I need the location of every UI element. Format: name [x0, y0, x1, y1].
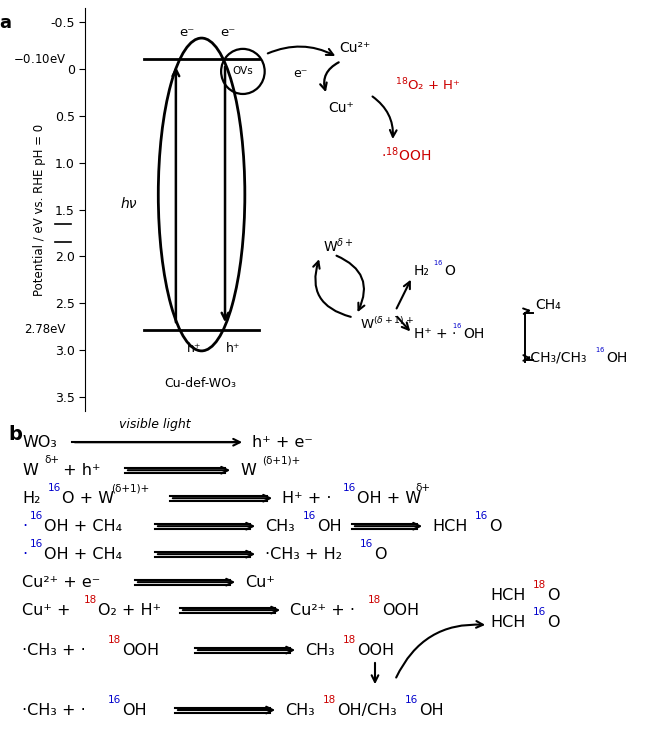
Text: O₂ + H⁺: O₂ + H⁺: [98, 602, 161, 618]
Text: 18: 18: [368, 595, 381, 605]
Text: 18: 18: [108, 635, 122, 645]
Text: ·: ·: [22, 547, 27, 562]
Text: Cu²⁺ + e⁻: Cu²⁺ + e⁻: [22, 575, 101, 590]
Text: 16: 16: [405, 695, 419, 705]
Text: 16: 16: [108, 695, 122, 705]
Text: 18: 18: [84, 595, 97, 605]
Text: O + W: O + W: [62, 491, 114, 506]
Text: $-$0.10eV: $-$0.10eV: [12, 53, 66, 66]
Text: HCH: HCH: [490, 587, 526, 602]
Text: OH: OH: [122, 703, 147, 717]
Text: CH₃: CH₃: [305, 643, 335, 658]
Text: OH: OH: [606, 351, 627, 365]
Text: O: O: [547, 587, 560, 602]
Text: b: b: [8, 425, 22, 444]
Text: (δ+1)+: (δ+1)+: [262, 455, 300, 465]
Text: Cu⁺: Cu⁺: [328, 101, 354, 115]
Text: h⁺ + e⁻: h⁺ + e⁻: [252, 435, 313, 450]
Text: (δ+1)+: (δ+1)+: [111, 483, 149, 493]
Text: 16: 16: [30, 539, 43, 549]
Text: ·$^{18}$OOH: ·$^{18}$OOH: [381, 146, 432, 165]
Text: Cu-def-WO₃: Cu-def-WO₃: [164, 377, 236, 390]
Text: OH: OH: [463, 326, 484, 341]
Text: ·: ·: [22, 519, 27, 534]
Text: OH: OH: [317, 519, 342, 534]
Text: W$^{δ+}$: W$^{δ+}$: [323, 236, 353, 254]
Text: 16: 16: [360, 539, 373, 549]
Text: 16: 16: [343, 483, 356, 493]
Text: 16: 16: [48, 483, 61, 493]
Text: Cu⁺: Cu⁺: [245, 575, 275, 590]
Y-axis label: Potential / eV vs. RHE pH = 0: Potential / eV vs. RHE pH = 0: [34, 124, 47, 295]
Text: 16: 16: [475, 511, 488, 521]
Text: a: a: [0, 14, 11, 32]
Text: e⁻: e⁻: [293, 66, 307, 80]
Text: $^{16}$: $^{16}$: [433, 260, 443, 270]
Text: OVs: OVs: [233, 66, 253, 76]
Text: WO₃: WO₃: [22, 435, 57, 450]
Text: e⁻: e⁻: [179, 26, 194, 39]
Text: CH₃: CH₃: [285, 703, 315, 717]
Text: Cu²⁺: Cu²⁺: [340, 41, 371, 55]
Text: OH + W: OH + W: [357, 491, 421, 506]
Text: $^{16}$: $^{16}$: [452, 323, 462, 333]
Text: Cu²⁺ + ·: Cu²⁺ + ·: [290, 602, 355, 618]
Text: e⁻: e⁻: [220, 26, 235, 39]
Text: + h⁺: + h⁺: [58, 463, 101, 478]
Text: 16: 16: [533, 607, 546, 617]
Text: δ+: δ+: [44, 455, 59, 465]
Text: 16: 16: [303, 511, 316, 521]
Text: OOH: OOH: [382, 602, 419, 618]
Text: 16: 16: [30, 511, 43, 521]
Text: OH: OH: [419, 703, 443, 717]
Text: Cu⁺ +: Cu⁺ +: [22, 602, 76, 618]
Text: H⁺ + ·: H⁺ + ·: [414, 326, 456, 341]
Text: ·CH₃ + ·: ·CH₃ + ·: [22, 643, 86, 658]
Text: CH₃: CH₃: [265, 519, 295, 534]
Text: $^{18}$O₂ + H⁺: $^{18}$O₂ + H⁺: [396, 76, 461, 93]
Text: visible light: visible light: [119, 418, 191, 431]
Text: H₂: H₂: [414, 263, 430, 278]
Text: h⁺: h⁺: [187, 342, 202, 355]
Text: O: O: [547, 615, 560, 630]
Text: HCH: HCH: [490, 615, 526, 630]
Text: 2.78eV: 2.78eV: [24, 323, 66, 336]
Text: h⁺: h⁺: [226, 342, 240, 355]
Text: W: W: [22, 463, 38, 478]
Text: ·CH₃ + ·: ·CH₃ + ·: [22, 703, 86, 717]
Text: O: O: [444, 263, 455, 278]
Text: OOH: OOH: [357, 643, 394, 658]
Text: H⁺ + ·: H⁺ + ·: [282, 491, 332, 506]
Text: 18: 18: [533, 580, 546, 590]
Text: 18: 18: [343, 635, 356, 645]
Text: OH + CH₄: OH + CH₄: [44, 519, 122, 534]
Text: $^{16}$: $^{16}$: [595, 347, 605, 357]
Text: OH/CH₃: OH/CH₃: [337, 703, 397, 717]
Text: CH₄: CH₄: [535, 298, 560, 313]
Text: ·CH₃ + H₂: ·CH₃ + H₂: [265, 547, 342, 562]
Text: H₂: H₂: [22, 491, 40, 506]
Text: O: O: [374, 547, 386, 562]
Text: hν: hν: [121, 197, 137, 211]
Text: OH + CH₄: OH + CH₄: [44, 547, 122, 562]
Text: δ+: δ+: [415, 483, 430, 493]
Text: HCH: HCH: [432, 519, 467, 534]
Text: O: O: [489, 519, 501, 534]
Text: W$^{(δ+1)+}$: W$^{(δ+1)+}$: [360, 316, 414, 332]
Text: ·CH₃/CH₃: ·CH₃/CH₃: [527, 351, 587, 365]
Text: OOH: OOH: [122, 643, 159, 658]
Text: 18: 18: [323, 695, 336, 705]
Text: W: W: [240, 463, 256, 478]
